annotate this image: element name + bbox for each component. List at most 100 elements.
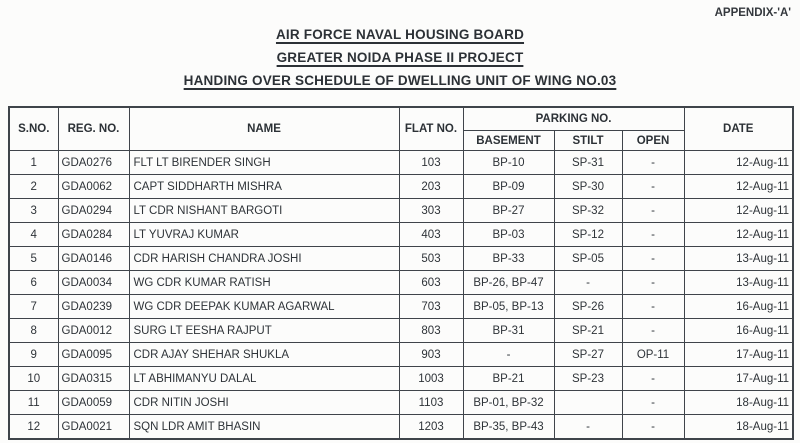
cell-stilt: SP-26 [553,294,623,319]
cell-flat_no: 203 [398,174,464,199]
cell-name: WG CDR KUMAR RATISH [128,270,400,295]
cell-open: - [621,150,685,175]
cell-basement: BP-09 [462,174,555,199]
cell-stilt: SP-31 [553,150,623,175]
table-row: 10 GDA0315 LT ABHIMANYU DALAL 1003 BP-21 SP-2… [8,366,794,391]
cell-reg_no: GDA0059 [57,390,130,415]
cell-stilt: SP-30 [553,174,623,199]
cell-stilt: - [553,414,623,440]
cell-reg_no: GDA0276 [57,150,130,175]
cell-sno: 6 [8,270,59,295]
table-body: 1 GDA0276 FLT LT BIRENDER SINGH 103 BP-10 SP-… [8,150,794,440]
cell-stilt: SP-23 [553,366,623,391]
cell-flat_no: 603 [398,270,464,295]
header-parking: PARKING NO. [462,106,685,131]
title-org: AIR FORCE NAVAL HOUSING BOARD [275,27,525,42]
cell-flat_no: 403 [398,222,464,247]
cell-open: - [621,198,685,223]
cell-reg_no: GDA0034 [57,270,130,295]
document-titles: AIR FORCE NAVAL HOUSING BOARD GREATER NO… [0,23,800,92]
cell-sno: 12 [8,414,59,440]
cell-open: - [621,270,685,295]
cell-sno: 11 [8,390,59,415]
cell-basement: BP-31 [462,318,555,343]
cell-flat_no: 903 [398,342,464,367]
table-row: 12 GDA0021 SQN LDR AMIT BHASIN 1203 BP-35, B… [8,414,794,440]
cell-sno: 10 [8,366,59,391]
cell-open: - [621,390,685,415]
header-date: DATE [683,106,794,151]
cell-reg_no: GDA0095 [57,342,130,367]
cell-flat_no: 803 [398,318,464,343]
cell-reg_no: GDA0315 [57,366,130,391]
header-reg-no: REG. NO. [57,106,130,151]
cell-date: 16-Aug-11 [683,318,794,343]
cell-flat_no: 1203 [398,414,464,440]
cell-sno: 9 [8,342,59,367]
table-row: 5 GDA0146 CDR HARISH CHANDRA JOSHI 503 BP-33… [8,246,794,271]
cell-date: 18-Aug-11 [683,390,794,415]
cell-flat_no: 303 [398,198,464,223]
cell-flat_no: 1003 [398,366,464,391]
cell-stilt: SP-21 [553,318,623,343]
cell-flat_no: 103 [398,150,464,175]
cell-reg_no: GDA0021 [57,414,130,440]
cell-open: - [621,366,685,391]
cell-name: SQN LDR AMIT BHASIN [128,414,400,440]
cell-date: 16-Aug-11 [683,294,794,319]
cell-stilt: SP-27 [553,342,623,367]
cell-date: 12-Aug-11 [683,150,794,175]
cell-basement: BP-26, BP-47 [462,270,555,295]
cell-name: CDR AJAY SHEHAR SHUKLA [128,342,400,367]
cell-basement: BP-05, BP-13 [462,294,555,319]
header-basement: BASEMENT [462,130,555,151]
cell-name: LT CDR NISHANT BARGOTI [128,198,400,223]
cell-date: 17-Aug-11 [683,342,794,367]
cell-stilt: SP-05 [553,246,623,271]
table-row: 4 GDA0284 LT YUVRAJ KUMAR 403 BP-03 SP-12-12-… [8,222,794,247]
cell-reg_no: GDA0062 [57,174,130,199]
handover-schedule-table: S.NO. REG. NO. NAME FLAT NO. PARKING NO.… [8,106,795,440]
cell-flat_no: 503 [398,246,464,271]
cell-open: - [621,222,685,247]
title-schedule: HANDING OVER SCHEDULE OF DWELLING UNIT O… [183,73,617,88]
cell-sno: 8 [8,318,59,343]
cell-sno: 2 [8,174,59,199]
table-header: S.NO. REG. NO. NAME FLAT NO. PARKING NO.… [8,106,794,151]
cell-open: - [621,318,685,343]
cell-name: CDR HARISH CHANDRA JOSHI [128,246,400,271]
cell-basement: BP-21 [462,366,555,391]
header-name: NAME [128,106,400,151]
cell-open: - [621,174,685,199]
cell-date: 18-Aug-11 [683,414,794,440]
header-flat-no: FLAT NO. [398,106,464,151]
cell-basement: BP-27 [462,198,555,223]
cell-basement: BP-33 [462,246,555,271]
cell-sno: 7 [8,294,59,319]
table-row: 1 GDA0276 FLT LT BIRENDER SINGH 103 BP-10 SP-… [8,150,794,175]
table-row: 6 GDA0034 WG CDR KUMAR RATISH 603 BP-26, BP-… [8,270,794,295]
cell-stilt: SP-12 [553,222,623,247]
cell-flat_no: 1103 [398,390,464,415]
table-row: 7 GDA0239 WG CDR DEEPAK KUMAR AGARWAL 703 BP… [8,294,794,319]
cell-name: CDR NITIN JOSHI [128,390,400,415]
cell-flat_no: 703 [398,294,464,319]
cell-open: - [621,294,685,319]
cell-sno: 1 [8,150,59,175]
cell-name: WG CDR DEEPAK KUMAR AGARWAL [128,294,400,319]
cell-open: - [621,246,685,271]
cell-sno: 3 [8,198,59,223]
table-row: 11 GDA0059 CDR NITIN JOSHI 1103 BP-01, BP-32… [8,390,794,415]
cell-stilt: - [553,270,623,295]
cell-sno: 4 [8,222,59,247]
cell-reg_no: GDA0284 [57,222,130,247]
table-row: 9 GDA0095 CDR AJAY SHEHAR SHUKLA 903- SP-27 O… [8,342,794,367]
cell-reg_no: GDA0012 [57,318,130,343]
cell-reg_no: GDA0146 [57,246,130,271]
cell-sno: 5 [8,246,59,271]
header-stilt: STILT [553,130,623,151]
table-row: 8 GDA0012 SURG LT EESHA RAJPUT 803 BP-31 SP-2… [8,318,794,343]
cell-date: 17-Aug-11 [683,366,794,391]
table-row: 3 GDA0294 LT CDR NISHANT BARGOTI 303 BP-27 SP… [8,198,794,223]
